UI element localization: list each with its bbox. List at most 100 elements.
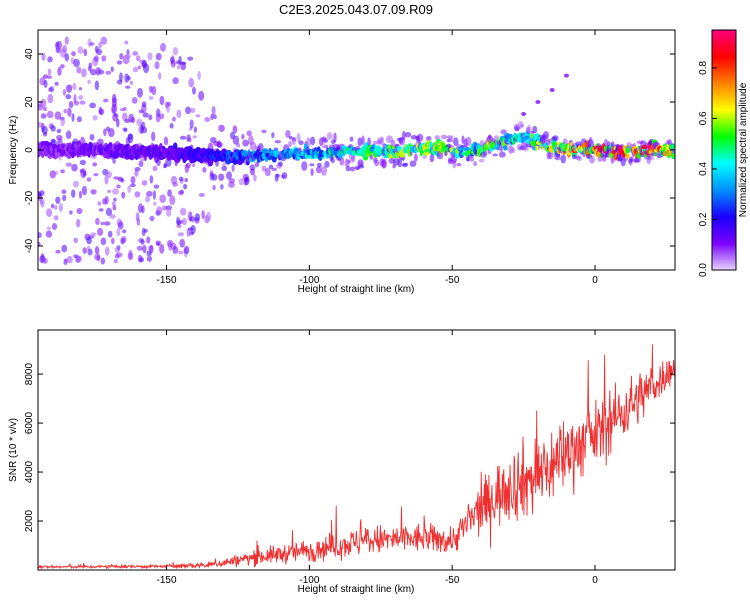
heatmap-cell	[372, 140, 378, 145]
heatmap-cell	[470, 156, 474, 162]
heatmap-cell	[100, 237, 107, 246]
heatmap-cell	[149, 244, 154, 254]
heatmap-cell	[386, 135, 393, 144]
heatmap-cell	[47, 93, 54, 104]
heatmap-cell	[169, 195, 176, 206]
heatmap-cell	[190, 224, 196, 234]
heatmap-cell	[358, 164, 365, 169]
heatmap-cell	[49, 86, 54, 93]
y-tick-label: 0	[24, 147, 35, 153]
heatmap-cell	[139, 257, 145, 263]
heatmap-cell	[440, 134, 448, 140]
heatmap-cell	[156, 158, 161, 167]
heatmap-cell	[81, 68, 87, 78]
heatmap-cell	[126, 49, 130, 56]
heatmap-cell	[324, 138, 328, 143]
heatmap-cell	[51, 223, 58, 230]
heatmap-cell	[98, 208, 104, 212]
heatmap-cell	[116, 228, 121, 237]
heatmap-cell	[198, 193, 205, 197]
heatmap-cell	[57, 66, 62, 76]
heatmap-cell	[274, 140, 281, 144]
heatmap-cell	[112, 188, 119, 195]
colorbar-ticks: 0.0 0.2 0.4 0.6 0.8	[698, 61, 717, 277]
heatmap-cell	[349, 166, 356, 172]
heatmap-cell	[241, 156, 246, 162]
heatmap-cell	[242, 139, 249, 147]
heatmap-cell	[301, 161, 308, 171]
heatmap-cell	[625, 153, 630, 159]
heatmap-cell	[118, 221, 124, 230]
heatmap-cell	[73, 100, 80, 106]
heatmap-cell	[195, 114, 201, 118]
heatmap-cell	[73, 58, 80, 68]
heatmap-cell	[188, 77, 195, 88]
heatmap-cell	[140, 239, 145, 245]
x-tick-label: -50	[445, 575, 460, 586]
spectrogram-x-label: Height of straight line (km)	[298, 284, 415, 295]
heatmap-cell	[192, 135, 197, 139]
heatmap-cell	[453, 137, 459, 147]
heatmap-cell	[46, 110, 54, 119]
heatmap-cell	[86, 236, 92, 245]
heatmap-cell	[43, 106, 47, 112]
heatmap-cell	[71, 189, 76, 198]
y-tick-label: 40	[24, 48, 35, 60]
heatmap-cell	[198, 90, 205, 101]
heatmap-cell	[577, 155, 583, 162]
heatmap-cell	[97, 201, 102, 206]
x-tick-label: -150	[157, 275, 177, 286]
heatmap-cell	[310, 168, 314, 176]
heatmap-cell	[152, 190, 156, 200]
heatmap-cell	[64, 36, 69, 45]
heatmap-cell	[115, 252, 123, 258]
heatmap-cell	[141, 101, 147, 108]
heatmap-cell	[232, 125, 238, 134]
heatmap-cell	[339, 156, 345, 166]
heatmap-cell	[108, 128, 115, 138]
heatmap-cell	[94, 80, 100, 91]
colorbar-label: Normalized spectral amplitude	[738, 82, 749, 217]
heatmap-cell	[98, 69, 105, 75]
heatmap-cell	[177, 190, 184, 196]
heatmap-cell	[159, 243, 165, 254]
heatmap-cell	[142, 112, 149, 118]
heatmap-cell	[156, 206, 163, 215]
heatmap-cell	[404, 132, 412, 138]
heatmap-cell	[446, 135, 454, 139]
heatmap-cell	[155, 240, 161, 246]
heatmap-cell	[142, 244, 147, 254]
heatmap-cell	[271, 167, 277, 172]
heatmap-cell	[122, 229, 127, 234]
heatmap-cell	[109, 214, 116, 219]
heatmap-cell	[42, 74, 48, 79]
heatmap-cell	[45, 230, 53, 238]
heatmap-cell	[137, 65, 141, 70]
heatmap-cell	[206, 211, 212, 222]
heatmap-cell	[181, 61, 187, 65]
heatmap-cell	[309, 163, 315, 167]
heatmap-cell	[106, 189, 112, 193]
heatmap-cell	[46, 75, 53, 79]
heatmap-cell	[159, 95, 165, 106]
heatmap-cell	[552, 135, 559, 142]
heatmap-cell	[47, 56, 53, 63]
heatmap-cell	[132, 66, 139, 73]
y-tick-label: -20	[24, 190, 35, 205]
heatmap-cell	[542, 131, 550, 140]
heatmap-cell	[113, 197, 117, 202]
heatmap-cell	[127, 185, 132, 194]
heatmap-cell	[61, 189, 67, 194]
heatmap-cell	[604, 138, 608, 147]
heatmap-cell	[56, 128, 62, 134]
heatmap-cell	[315, 166, 322, 174]
heatmap-cell	[218, 124, 225, 132]
heatmap-cell	[100, 257, 106, 265]
heatmap-cell	[160, 42, 166, 52]
heatmap-cell	[125, 53, 132, 59]
heatmap-cell	[465, 136, 472, 146]
heatmap-cell	[310, 136, 316, 146]
heatmap-cell	[183, 183, 188, 190]
heatmap-cell	[68, 101, 74, 108]
heatmap-cell	[146, 255, 153, 262]
